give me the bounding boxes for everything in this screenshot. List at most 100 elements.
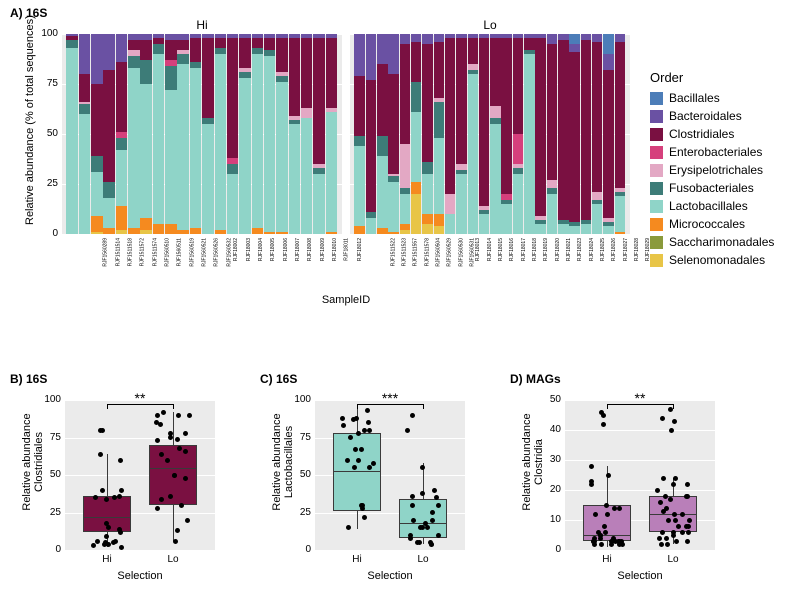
facet-label: Hi	[62, 18, 342, 32]
data-point	[176, 413, 181, 418]
data-point	[671, 482, 676, 487]
stacked-bar	[377, 34, 388, 234]
legend-item-bacillales: Bacillales	[650, 91, 774, 105]
facet-label: Lo	[350, 18, 630, 32]
legend-label: Lactobacillales	[669, 199, 748, 213]
data-point	[617, 506, 622, 511]
stacked-bar	[326, 34, 338, 234]
sample-tick: RJF18009	[320, 238, 326, 261]
data-point	[601, 422, 606, 427]
sample-tick: RJF18021	[566, 238, 572, 261]
y-tick: 50	[537, 394, 561, 405]
data-point	[91, 543, 96, 548]
legend-item-saccharimonadales: Saccharimonadales	[650, 235, 774, 249]
data-point	[687, 518, 692, 523]
data-point	[599, 410, 604, 415]
box	[333, 433, 381, 511]
data-point	[613, 539, 618, 544]
legend-item-selenomonadales: Selenomonadales	[650, 253, 774, 267]
data-point	[165, 458, 170, 463]
stacked-facet	[350, 34, 630, 234]
legend-label: Saccharimonadales	[669, 235, 774, 249]
data-point	[680, 530, 685, 535]
sample-tick: RJF1560530	[458, 238, 464, 267]
data-point	[593, 512, 598, 517]
data-point	[173, 539, 178, 544]
y-tick: 50	[287, 469, 311, 480]
x-label: Selection	[65, 570, 215, 582]
data-point	[430, 518, 435, 523]
legend-swatch	[650, 236, 663, 249]
y-tick: 40	[537, 424, 561, 435]
data-point	[104, 521, 109, 526]
data-point	[117, 494, 122, 499]
sample-tick: RJF18006	[283, 238, 289, 261]
legend-item-clostridiales: Clostridiales	[650, 127, 774, 141]
x-label: Selection	[315, 570, 465, 582]
data-point	[685, 539, 690, 544]
sample-tick: RJF1560519	[189, 238, 195, 267]
sample-tick: RJF18019	[543, 238, 549, 261]
sample-tick: RJF1511578	[424, 238, 430, 266]
sample-tick: RJF1511572	[140, 238, 146, 266]
data-point	[420, 491, 425, 496]
x-tick: Lo	[658, 554, 688, 565]
legend-label: Clostridiales	[669, 127, 734, 141]
stacked-bar	[128, 34, 140, 234]
legend-swatch	[650, 164, 663, 177]
y-tick: 10	[537, 514, 561, 525]
data-point	[345, 458, 350, 463]
sample-tick: RJF1560510	[165, 238, 171, 267]
legend-item-bacteroidales: Bacteroidales	[650, 109, 774, 123]
stacked-bar	[366, 34, 377, 234]
stacked-bar	[603, 34, 614, 234]
data-point	[658, 500, 663, 505]
stacked-bar	[592, 34, 603, 234]
data-point	[673, 518, 678, 523]
sample-tick: RJF1511518	[127, 238, 133, 266]
y-tick: 50	[37, 469, 61, 480]
y-tick: 0	[32, 228, 58, 239]
data-point	[664, 536, 669, 541]
legend-item-lactobacillales: Lactobacillales	[650, 199, 774, 213]
data-point	[356, 458, 361, 463]
sample-tick: RJF1560526	[214, 238, 220, 267]
data-point	[100, 488, 105, 493]
data-point	[661, 476, 666, 481]
y-tick: 25	[37, 507, 61, 518]
data-point	[161, 410, 166, 415]
stacked-bar	[490, 34, 501, 234]
data-point	[119, 488, 124, 493]
sample-tick: RJF18018	[532, 238, 538, 261]
y-tick: 0	[537, 544, 561, 555]
data-point	[175, 437, 180, 442]
x-tick: Hi	[92, 554, 122, 565]
data-point	[353, 447, 358, 452]
stacked-bar	[434, 34, 445, 234]
data-point	[655, 488, 660, 493]
stacked-bar	[400, 34, 411, 234]
sample-tick: RJF1560532	[226, 238, 232, 267]
sample-tick: RJF18014	[487, 238, 493, 261]
stacked-bar	[177, 34, 189, 234]
data-point	[434, 495, 439, 500]
legend-item-enterobacteriales: Enterobacteriales	[650, 145, 774, 159]
stacked-bar	[264, 34, 276, 234]
data-point	[159, 497, 164, 502]
sample-tick: RJF18020	[555, 238, 561, 261]
legend-label: Enterobacteriales	[669, 145, 762, 159]
legend-swatch	[650, 128, 663, 141]
data-point	[660, 530, 665, 535]
legend-label: Selenomonadales	[669, 253, 765, 267]
data-point	[410, 494, 415, 499]
stacked-bar	[116, 34, 128, 234]
stacked-bar	[66, 34, 78, 234]
sample-tick: RJF18012	[357, 238, 363, 261]
stacked-bar	[535, 34, 546, 234]
panel-a-y-label: Relative abundance (% of total sequences…	[24, 15, 36, 225]
stacked-bar	[501, 34, 512, 234]
data-point	[365, 408, 370, 413]
x-label: Selection	[565, 570, 715, 582]
sample-tick: RJF18007	[295, 238, 301, 261]
sample-tick: RJF18025	[600, 238, 606, 261]
